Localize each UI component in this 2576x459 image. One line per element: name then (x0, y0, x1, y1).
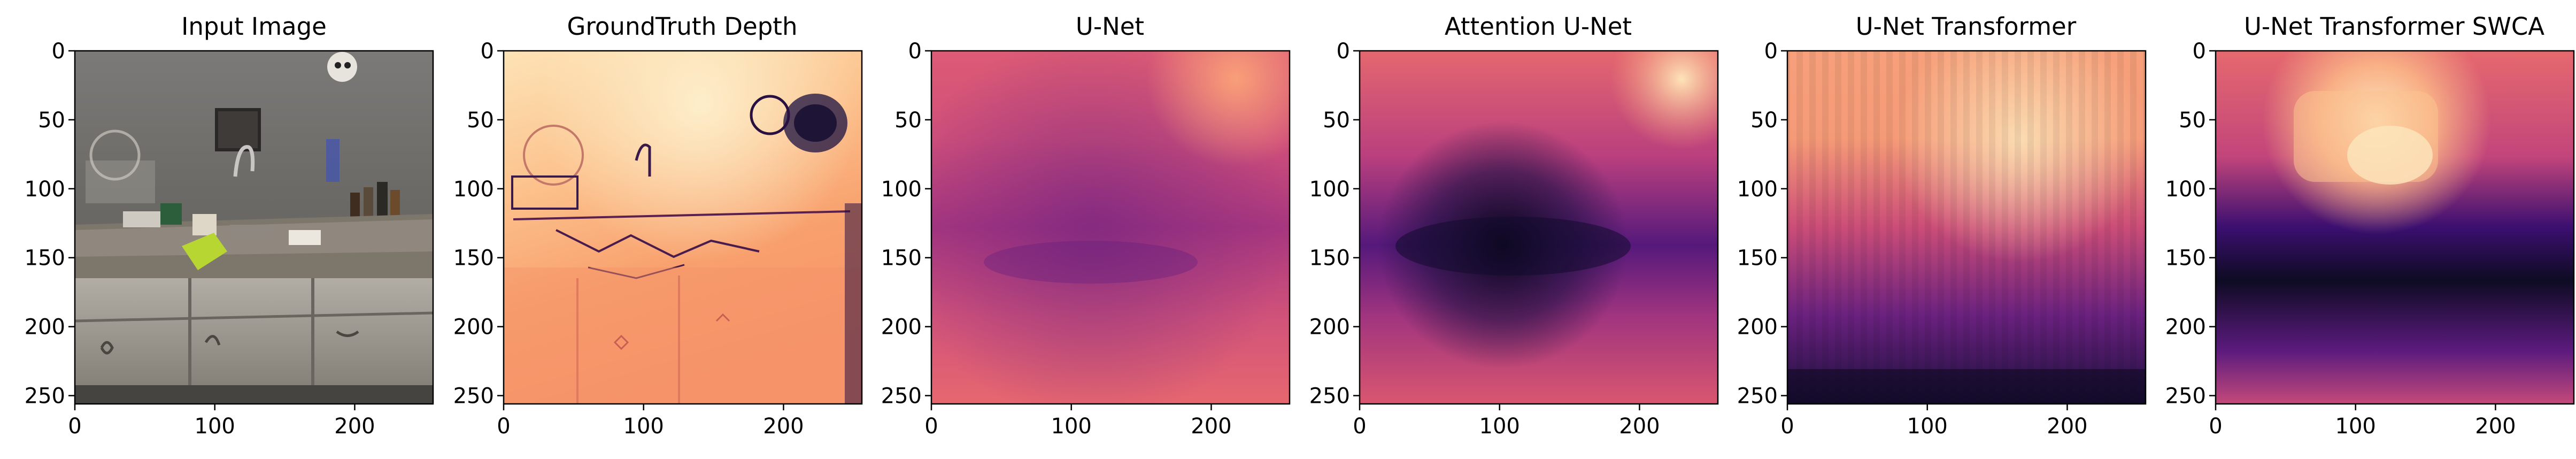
x-tick-label: 200 (1619, 414, 1660, 439)
unet-transformer-swca-depth-map (2216, 51, 2573, 404)
y-tick-label: 100 (453, 177, 494, 202)
y-tick-label: 50 (38, 108, 65, 133)
unet-transformer-depth-map (1787, 51, 2146, 404)
x-tick-label: 200 (1191, 414, 1231, 439)
x-tick-label: 100 (1479, 414, 1520, 439)
x-tick-label: 200 (334, 414, 375, 439)
y-tick-label: 250 (25, 384, 65, 409)
y-tick-label: 0 (52, 39, 65, 64)
y-tick-label: 0 (1337, 39, 1350, 64)
panel-title-groundtruth-depth: GroundTruth Depth (567, 12, 798, 41)
x-tick-label: 100 (1051, 414, 1092, 439)
x-tick-label: 0 (497, 414, 510, 439)
y-tick-label: 50 (467, 108, 494, 133)
panel-title-unet: U-Net (1076, 12, 1144, 41)
x-tick-label: 100 (195, 414, 235, 439)
y-tick-label: 150 (1737, 246, 1778, 271)
y-tick-label: 200 (2165, 315, 2206, 340)
y-tick-label: 0 (908, 39, 922, 64)
x-tick-label: 0 (924, 414, 938, 439)
groundtruth-depth-map (504, 51, 861, 404)
y-tick-label: 0 (1764, 39, 1778, 64)
x-tick-label: 0 (2209, 414, 2222, 439)
x-tick-label: 100 (1907, 414, 1948, 439)
y-tick-label: 50 (2179, 108, 2206, 133)
y-tick-label: 200 (881, 315, 922, 340)
y-tick-label: 200 (453, 315, 494, 340)
y-tick-label: 50 (1750, 108, 1778, 133)
y-tick-label: 150 (881, 246, 922, 271)
y-tick-label: 250 (2165, 384, 2206, 409)
x-tick-label: 100 (623, 414, 664, 439)
y-tick-label: 100 (25, 177, 65, 202)
y-tick-label: 150 (1309, 246, 1350, 271)
y-tick-label: 100 (1737, 177, 1778, 202)
panel-title-input-image: Input Image (181, 12, 327, 41)
panel-title-unet-transformer-swca: U-Net Transformer SWCA (2244, 12, 2544, 41)
y-tick-label: 150 (2165, 246, 2206, 271)
x-tick-label: 0 (1353, 414, 1366, 439)
x-tick-label: 200 (763, 414, 804, 439)
y-tick-label: 200 (1737, 315, 1778, 340)
input-image (75, 51, 433, 404)
x-tick-label: 0 (68, 414, 81, 439)
y-tick-label: 200 (25, 315, 65, 340)
y-tick-label: 100 (881, 177, 922, 202)
panel-title-unet-transformer: U-Net Transformer (1856, 12, 2077, 41)
y-tick-label: 150 (25, 246, 65, 271)
x-tick-label: 100 (2335, 414, 2376, 439)
unet-depth-map (931, 51, 1290, 404)
y-tick-label: 200 (1309, 315, 1350, 340)
y-tick-label: 150 (453, 246, 494, 271)
y-tick-label: 50 (1323, 108, 1350, 133)
panel-title-attention-unet: Attention U-Net (1445, 12, 1632, 41)
y-tick-label: 0 (481, 39, 494, 64)
x-tick-label: 200 (2475, 414, 2516, 439)
y-tick-label: 100 (2165, 177, 2206, 202)
x-tick-label: 200 (2047, 414, 2087, 439)
y-tick-label: 50 (894, 108, 922, 133)
y-tick-label: 250 (1737, 384, 1778, 409)
attention-unet-depth-map (1360, 51, 1717, 404)
y-tick-label: 250 (1309, 384, 1350, 409)
y-tick-label: 100 (1309, 177, 1350, 202)
y-tick-label: 250 (453, 384, 494, 409)
y-tick-label: 0 (2193, 39, 2206, 64)
x-tick-label: 0 (1780, 414, 1794, 439)
y-tick-label: 250 (881, 384, 922, 409)
